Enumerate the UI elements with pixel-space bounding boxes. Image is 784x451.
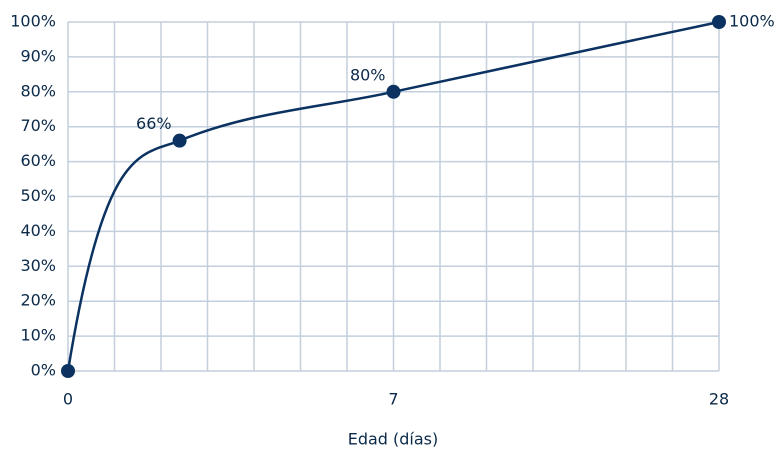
x-tick-label: 28 xyxy=(709,390,729,409)
x-tick-label: 0 xyxy=(63,390,73,409)
x-axis-title: Edad (días) xyxy=(348,430,439,449)
point xyxy=(386,84,401,99)
data-label: 66% xyxy=(136,114,172,133)
y-tick-label: 0% xyxy=(31,361,56,380)
y-tick-label: 10% xyxy=(20,326,56,345)
data-label: 80% xyxy=(350,65,386,84)
y-tick-label: 80% xyxy=(20,81,56,100)
point xyxy=(712,15,726,29)
y-tick-label: 50% xyxy=(20,186,56,205)
y-tick-label: 20% xyxy=(20,291,56,310)
point xyxy=(172,133,187,148)
y-tick-label: 90% xyxy=(20,46,56,65)
y-tick-label: 70% xyxy=(20,116,56,135)
data-label: 100% xyxy=(729,12,775,31)
point xyxy=(61,364,75,378)
y-tick-label: 100% xyxy=(10,12,56,31)
y-tick-label: 40% xyxy=(20,221,56,240)
line xyxy=(66,20,720,372)
x-tick-label: 7 xyxy=(388,390,398,409)
y-tick-label: 30% xyxy=(20,256,56,275)
y-tick-label: 60% xyxy=(20,151,56,170)
